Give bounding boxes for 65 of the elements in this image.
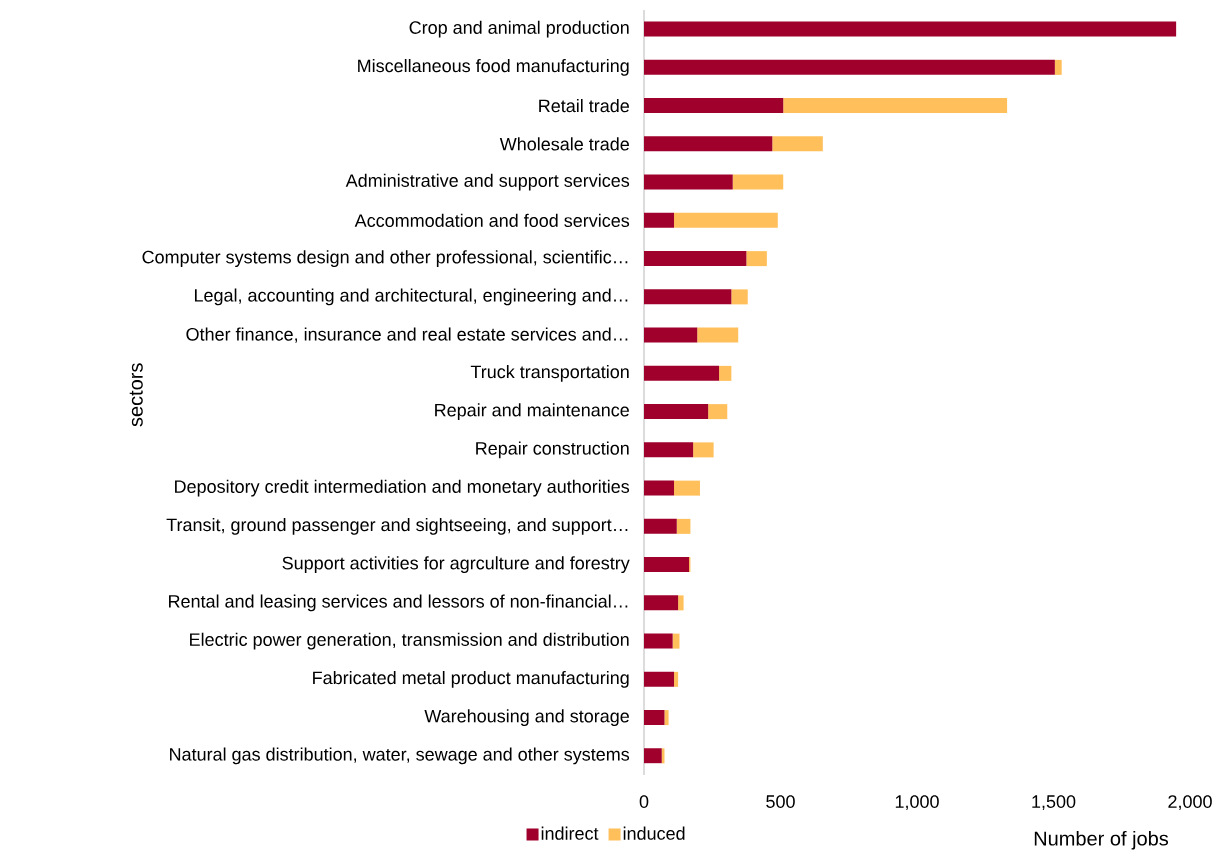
bar xyxy=(644,633,673,649)
y-tick-label: Rental and leasing services and lessors of non-financial… xyxy=(169,594,628,612)
y-tick-label: Other finance, insurance and real estate services and… xyxy=(186,327,628,343)
bar xyxy=(644,21,1177,37)
y-tick-label: Crop and animal production xyxy=(409,20,629,38)
x-tick-label: 1,000 xyxy=(895,795,939,811)
bar xyxy=(644,557,690,573)
x-tick-label: 500 xyxy=(766,795,795,808)
legend-label: induced xyxy=(623,826,685,840)
y-tick-label: Miscellaneous food manufacturing xyxy=(358,58,629,76)
bar xyxy=(644,59,1055,75)
bar xyxy=(644,212,675,228)
x-tick-label: 0 xyxy=(639,795,649,808)
y-tick-label: Computer systems design and other professional, scientific… xyxy=(142,250,628,268)
bar xyxy=(664,710,669,726)
x-tick-label: 1,500 xyxy=(1032,795,1076,811)
bar xyxy=(644,289,732,305)
bar xyxy=(644,136,773,152)
bar xyxy=(772,136,823,152)
bar xyxy=(674,671,679,687)
bar xyxy=(732,174,784,190)
y-tick-label: Support activities for agrculture and forestry xyxy=(282,556,630,574)
bar xyxy=(674,212,778,228)
bar xyxy=(693,442,714,458)
y-tick-label: Repair and maintenance xyxy=(435,403,629,421)
bar xyxy=(644,327,698,343)
bar xyxy=(676,518,691,534)
y-tick-label: Wholesale trade xyxy=(499,137,629,151)
y-tick-label: Repair construction xyxy=(476,441,629,459)
y-axis-title: sectors xyxy=(129,363,143,427)
bar xyxy=(644,98,784,114)
bar xyxy=(644,404,709,420)
y-tick-label: Depository credit intermediation and monetary authorities xyxy=(175,479,630,497)
bar xyxy=(644,251,747,267)
bar xyxy=(678,595,684,611)
bar xyxy=(644,518,677,534)
bar xyxy=(644,174,733,190)
bar xyxy=(746,251,767,267)
y-tick-label: Legal, accounting and architectural, engineering and… xyxy=(194,288,628,306)
bar xyxy=(644,365,720,381)
x-axis-title: Number of jobs xyxy=(1034,830,1169,850)
bar xyxy=(708,404,728,420)
y-tick-label: Retail trade xyxy=(539,99,629,113)
y-tick-label: Fabricated metal product manufacturing xyxy=(313,670,629,688)
y-tick-label: Accommodation and food services xyxy=(354,213,630,227)
bar xyxy=(644,671,675,687)
bar xyxy=(644,595,679,611)
bar xyxy=(644,748,662,764)
bar xyxy=(697,327,739,343)
bar xyxy=(644,480,675,496)
y-tick-label: Electric power generation, transmission and distribution xyxy=(190,632,629,650)
x-tick-label: 2,000 xyxy=(1168,795,1212,811)
y-tick-label: Transit, ground passenger and sightseeing, and support… xyxy=(166,517,628,535)
bar xyxy=(644,442,694,458)
y-tick-label: Truck transportation xyxy=(470,364,629,382)
bar xyxy=(674,480,700,496)
legend-label: indirect xyxy=(541,826,599,840)
bar xyxy=(719,365,732,381)
y-tick-label: Administrative and support services xyxy=(345,173,630,191)
y-tick-label: Warehousing and storage xyxy=(424,709,629,727)
bar xyxy=(1054,59,1062,75)
bar xyxy=(731,289,748,305)
bar xyxy=(783,98,1008,114)
y-tick-label: Natural gas distribution, water, sewage and other systems xyxy=(170,747,630,765)
bar xyxy=(644,710,665,726)
